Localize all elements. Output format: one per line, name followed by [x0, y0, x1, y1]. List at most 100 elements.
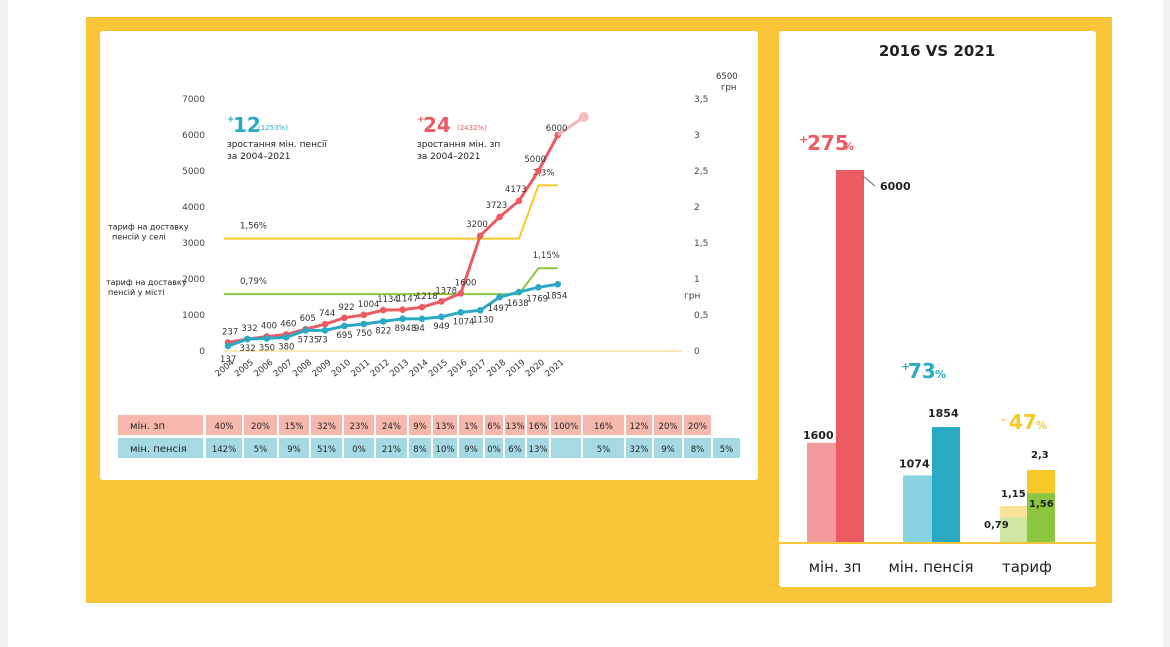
min-wage-value-label: 922: [338, 303, 354, 313]
min-wage-value-label: 6000: [546, 124, 568, 134]
x-tick-label: 2013: [388, 358, 411, 380]
min-pension-point: [321, 327, 329, 334]
table-wage-value: 32%: [317, 422, 336, 432]
table-wage-cell: [311, 415, 342, 435]
x-tick-label: 2006: [252, 358, 275, 380]
min-wage-point: [515, 197, 523, 205]
wage-2021-bar: [836, 170, 864, 542]
min-pension-value-label: 695: [336, 331, 352, 341]
pension-change-unit: %: [935, 368, 946, 381]
tariff-change-sign: -: [1001, 413, 1006, 426]
min-pension-point: [515, 288, 523, 296]
x-tick-label: 2009: [311, 358, 334, 380]
min-pension-point: [554, 280, 562, 288]
table-wage-value: 16%: [594, 422, 613, 432]
min-pension-value-label: 1130: [472, 315, 494, 325]
min-pension-point: [224, 342, 232, 350]
x-tick-label: 2018: [485, 358, 508, 380]
table-pension-value: 5%: [597, 445, 611, 455]
table-pension-cell: [713, 438, 740, 458]
min-pension-point: [496, 293, 503, 301]
pension-growth-percent: (1253%): [258, 124, 288, 132]
tariff-village-start-label: 1,56%: [240, 222, 267, 232]
min-pension-value-label: 332: [239, 344, 255, 354]
min-wage-point: [321, 320, 329, 328]
min-wage-value-label: 605: [300, 314, 316, 324]
tariff-city-end-label: 1,15%: [533, 251, 560, 261]
table-wage-value: 6%: [487, 422, 501, 432]
table-pension-value: 5%: [254, 445, 268, 455]
comparison-title: 2016 VS 2021: [879, 42, 995, 60]
y-right-tick-label: 1: [694, 275, 700, 285]
timeline-card: 7000 6000 5000 4000 3000 2000 1000 0 3,5 3 2,5 2 1,5…: [100, 31, 758, 480]
tariff-2016-village-bar: [1000, 506, 1028, 518]
table-wage-value: 40%: [215, 422, 234, 432]
pension-2016-bar: [903, 475, 933, 542]
comparison-card: 2016 VS 2021 1600 6000 +275% мін. зп 1074 1854…: [779, 31, 1096, 587]
tariff-change-value: 47: [1009, 410, 1037, 434]
min-wage-value-label: 237: [222, 327, 238, 337]
table-pension-cell: [654, 438, 682, 458]
y-right-tick-label: 3,5: [694, 95, 708, 105]
x-tick-label: 2019: [505, 358, 528, 380]
table-pension-value: 0%: [487, 445, 501, 455]
min-pension-unit-label: грн: [684, 291, 700, 301]
x-tick-label: 2021: [543, 358, 566, 380]
min-pension-point: [282, 334, 290, 341]
x-tick-label: 2020: [524, 358, 547, 380]
min-wage-value-label: 460: [280, 319, 296, 329]
min-pension-value-label: 8948: [395, 324, 417, 334]
min-wage-projection-line: [556, 115, 585, 137]
min-wage-value-label: 1147: [397, 295, 419, 305]
y-right-tick-label: 2: [694, 203, 700, 213]
x-tick-label: 2005: [233, 358, 256, 380]
min-pension-value-label: 1638: [507, 299, 529, 309]
projection-label: 6500: [716, 72, 738, 82]
y-left-tick-label: 2000: [182, 275, 205, 285]
min-wage-value-label: 1004: [358, 300, 380, 310]
table-wage-value: 13%: [436, 422, 455, 432]
table-pension-value: 51%: [317, 445, 336, 455]
table-wage-cell: [206, 415, 242, 435]
min-pension-value-label: 94: [414, 324, 425, 334]
min-pension-value-label: 137: [220, 355, 236, 365]
pension-2021-bar: [932, 427, 960, 542]
tariff-city-line: [224, 267, 558, 296]
min-pension-value-label: 1074: [453, 317, 475, 327]
wage-2021-leader-line: [862, 175, 876, 187]
table-pension-cell: [244, 438, 277, 458]
table-pension-value: 9%: [464, 445, 478, 455]
x-tick-label: 2016: [446, 358, 469, 380]
min-wage-point: [341, 314, 348, 322]
tariff-city-start-label: 0,79%: [240, 277, 267, 287]
y-right-tick-label: 2,5: [694, 167, 708, 177]
y-left-tick-label: 4000: [182, 203, 205, 213]
wage-growth-value: 24: [423, 113, 451, 137]
tariff-2016-village-value: 1,15: [1001, 489, 1026, 500]
y-left-tick-label: 7000: [182, 95, 205, 105]
min-pension-value-label: 750: [356, 329, 372, 339]
min-wage-value-label: 1134: [377, 295, 399, 305]
table-wage-cell: [485, 415, 503, 435]
table-wage-cell: [505, 415, 525, 435]
min-wage-point: [438, 298, 445, 305]
min-pension-value-label: 1854: [546, 291, 568, 301]
x-tick-label: 2011: [349, 358, 372, 380]
wage-growth-sign: +: [417, 115, 425, 125]
wage-2021-value: 6000: [880, 180, 911, 193]
pension-change-sign: +: [901, 360, 910, 373]
x-tick-label: 2012: [369, 358, 392, 380]
tariff-2016-city-bar: [1000, 517, 1028, 542]
group-label-pension: мін. пенсія: [888, 558, 973, 576]
min-wage-point: [457, 290, 465, 297]
table-wage-cell: [376, 415, 407, 435]
min-pension-point: [341, 322, 348, 330]
min-pension-point: [457, 309, 465, 316]
group-label-tariff: тариф: [1002, 558, 1052, 576]
table-wage-value: 15%: [285, 422, 304, 432]
legend-city-tariff: тариф на доставку: [106, 278, 187, 287]
pension-2016-value: 1074: [899, 457, 930, 470]
table-pension-label: мін. пенсія: [130, 443, 187, 455]
table-pension-value: 8%: [691, 445, 705, 455]
wage-growth-percent: (2432%): [457, 124, 487, 132]
